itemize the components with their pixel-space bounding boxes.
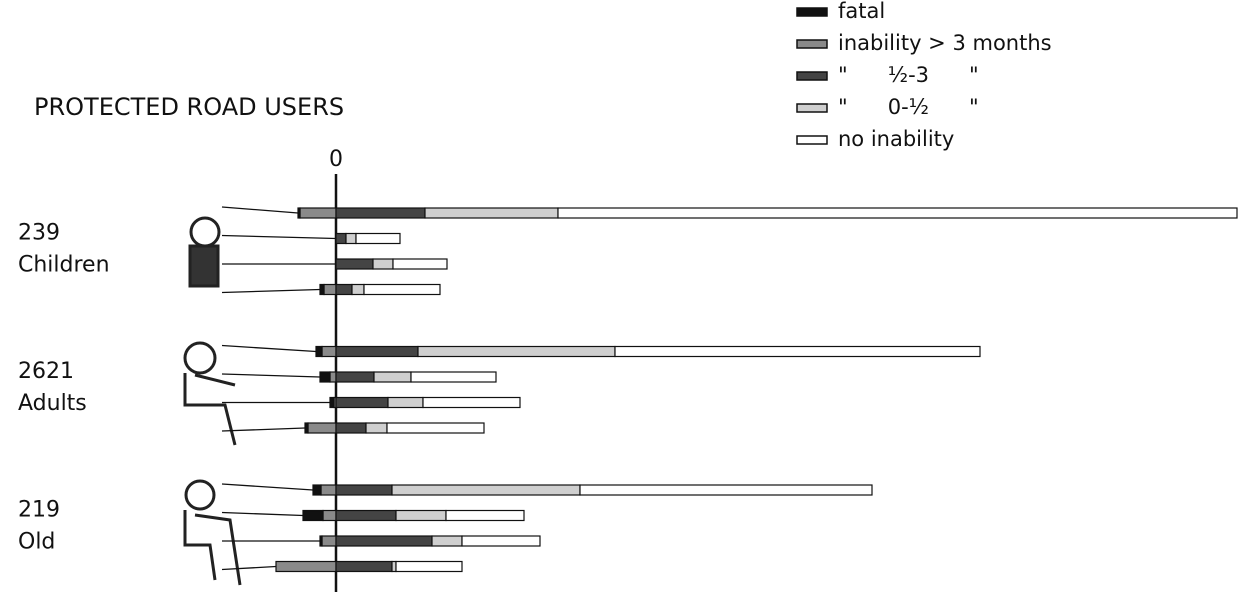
bar-segment — [336, 347, 418, 357]
chart: PROTECTED ROAD USERS 0 fatal inability > 3… — [0, 0, 1241, 592]
bar-segment — [320, 536, 322, 546]
bar-segment — [356, 234, 400, 244]
legend-label: inability > 3 months — [838, 31, 1052, 55]
bar-segment — [298, 208, 300, 218]
bar-segment — [336, 485, 392, 495]
legend-swatch — [797, 72, 827, 80]
legend-swatch — [797, 40, 827, 48]
bar-segment — [418, 347, 615, 357]
bar-segment — [305, 423, 308, 433]
group-name: Children — [18, 252, 110, 277]
bar-segment — [388, 398, 423, 408]
bar-segment — [322, 347, 336, 357]
group-count: 239 — [18, 220, 60, 245]
bar-segment — [366, 423, 387, 433]
leader-line — [222, 207, 298, 213]
group-count: 219 — [18, 497, 60, 522]
bar-segment — [393, 259, 447, 269]
bar-segment — [330, 372, 336, 382]
bar-segment — [316, 347, 322, 357]
bar-segment — [352, 285, 364, 295]
figures — [185, 218, 240, 585]
bar-segment — [336, 562, 392, 572]
bar-segment — [432, 536, 462, 546]
leader-line — [222, 236, 336, 239]
bar-segment — [336, 536, 432, 546]
bar-segment — [336, 259, 373, 269]
leader-line — [222, 567, 276, 570]
bar-segment — [336, 398, 388, 408]
chart-title: PROTECTED ROAD USERS — [34, 93, 344, 121]
bar-segment — [392, 485, 580, 495]
bar-segment — [313, 485, 321, 495]
group-count: 2621 — [18, 359, 74, 384]
bar-segment — [336, 372, 374, 382]
bar-segment — [276, 562, 336, 572]
group-name: Old — [18, 529, 55, 554]
bar-segment — [336, 285, 352, 295]
bar-segment — [423, 398, 520, 408]
bar-segment — [392, 562, 396, 572]
bar-segment — [615, 347, 980, 357]
bar-segment — [322, 536, 336, 546]
group-name: Adults — [18, 391, 87, 416]
leader-line — [222, 374, 320, 377]
bar-segment — [320, 285, 324, 295]
bar-segment — [321, 485, 336, 495]
bar-segment — [462, 536, 540, 546]
bar-segment — [446, 511, 524, 521]
legend-label: " ½-3 " — [838, 63, 979, 87]
leader-line — [222, 428, 305, 431]
leader-line — [222, 513, 303, 516]
legend-label: fatal — [838, 0, 885, 23]
bar-segment — [323, 511, 336, 521]
legend-swatch — [797, 104, 827, 112]
bar-segment — [396, 511, 446, 521]
bar-segment — [308, 423, 336, 433]
bar-segment — [396, 562, 462, 572]
bar-segment — [558, 208, 1237, 218]
bar-segment — [580, 485, 872, 495]
bar-segment — [330, 398, 334, 408]
bar-segment — [425, 208, 558, 218]
bar-segment — [364, 285, 440, 295]
leader-line — [222, 484, 313, 490]
bar-segment — [336, 234, 346, 244]
bar-segment — [373, 259, 393, 269]
bar-segment — [411, 372, 496, 382]
leader-line — [222, 290, 320, 293]
bar-segment — [336, 208, 425, 218]
bar-segment — [320, 372, 330, 382]
legend-label: no inability — [838, 127, 954, 151]
legend-swatch — [797, 136, 827, 144]
legend-swatch — [797, 8, 827, 16]
x-tick-label: 0 — [329, 147, 343, 172]
leader-line — [222, 346, 316, 352]
bar-segment — [324, 285, 336, 295]
bar-segment — [303, 511, 323, 521]
bar-segment — [346, 234, 356, 244]
bar-segment — [336, 423, 366, 433]
bar-segment — [387, 423, 484, 433]
bar-segment — [374, 372, 411, 382]
legend-label: " 0-½ " — [838, 95, 979, 119]
bar-segment — [300, 208, 336, 218]
bar-segment — [336, 511, 396, 521]
